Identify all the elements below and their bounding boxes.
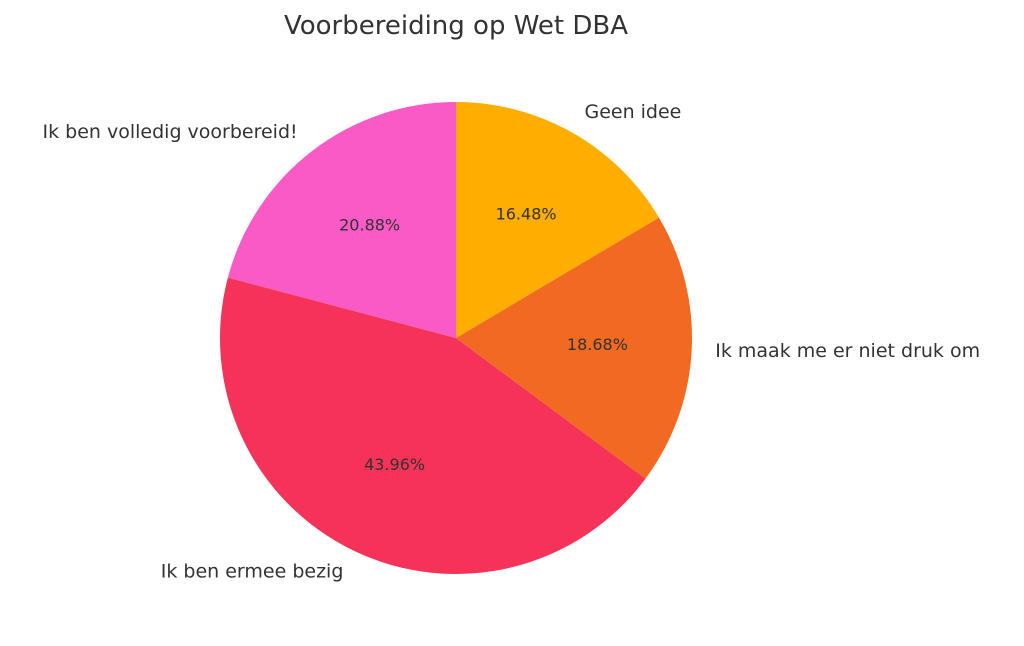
pie-category-label: Ik ben ermee bezig: [161, 560, 344, 582]
pie-category-label: Ik ben volledig voorbereid!: [43, 121, 298, 143]
chart-title: Voorbereiding op Wet DBA: [284, 11, 628, 41]
pie-slice-ik-ben-ermee-bezig: [219, 277, 646, 574]
pie-percent-label: 43.96%: [364, 455, 425, 474]
pie-category-label: Geen idee: [584, 101, 681, 123]
pie-percent-label: 16.48%: [496, 204, 557, 223]
category-labels: Geen idee Ik maak me er niet druk om Ik be…: [43, 101, 981, 582]
pie-slice-geen-idee: [456, 102, 659, 338]
pie-percent-label: 20.88%: [339, 215, 400, 234]
pie-slice-ik-maak-me-er-niet-druk-om: [456, 217, 692, 479]
pie-slices: [219, 102, 692, 574]
pie-slice-ik-ben-volledig-voorbereid: [227, 102, 456, 338]
percent-labels: 16.48% 18.68% 43.96% 20.88%: [339, 204, 628, 474]
pie-percent-label: 18.68%: [567, 335, 628, 354]
pie-category-label: Ik maak me er niet druk om: [715, 340, 980, 362]
